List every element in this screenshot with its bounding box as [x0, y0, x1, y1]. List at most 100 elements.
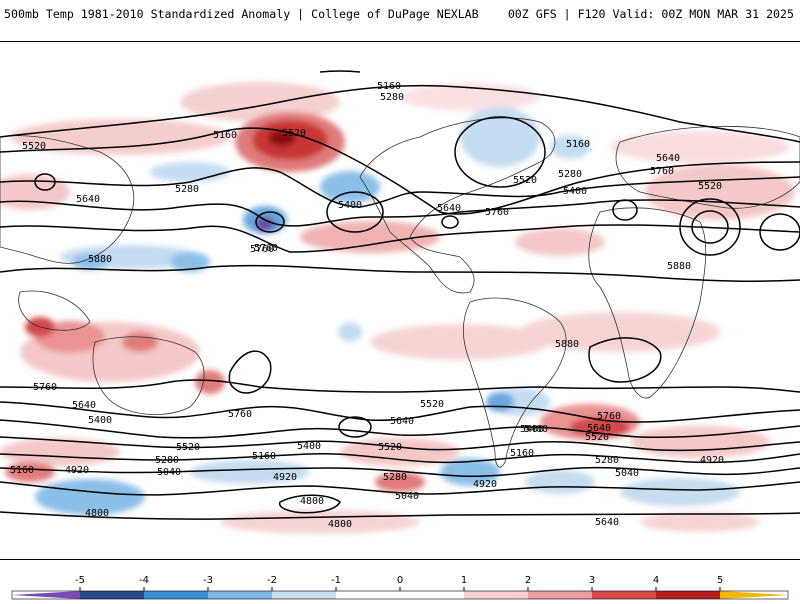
contour-path — [278, 494, 341, 514]
contour-label: 5520 — [282, 128, 306, 139]
colorbar-segment-neg2 — [208, 591, 272, 599]
asia-east-outline — [0, 135, 135, 264]
contour-path — [0, 436, 800, 452]
colorbar-segment-pos4 — [656, 591, 720, 599]
colorbar-segment-pos3 — [592, 591, 656, 599]
contour-label: 5760 — [228, 409, 252, 420]
contour-path — [454, 116, 546, 188]
maritime-continent-outline — [18, 290, 91, 331]
contour-label: 5760 — [597, 411, 621, 422]
contour-label: 4920 — [273, 472, 297, 483]
contour-label: 5160 — [510, 448, 534, 459]
contour-label: 5040 — [615, 468, 639, 479]
colorbar-segment-pos1 — [464, 591, 528, 599]
contour-label: 4800 — [85, 508, 109, 519]
contour-path — [588, 337, 662, 383]
contour-path — [0, 379, 800, 393]
contour-label: 5640 — [595, 517, 619, 528]
height-contours — [0, 70, 800, 520]
contour-label: 4920 — [473, 479, 497, 490]
contour-label: 5160 — [566, 139, 590, 150]
colorbar-tick-label: 3 — [589, 575, 595, 586]
contour-label: 5400 — [297, 441, 321, 452]
contour-label: 4800 — [328, 519, 352, 530]
contour-path — [255, 211, 285, 233]
colorbar-tick-label: -2 — [267, 575, 277, 586]
map-title: 500mb Temp 1981-2010 Standardized Anomal… — [4, 7, 479, 21]
contour-label: 5400 — [88, 415, 112, 426]
contour-label: 5400 — [524, 424, 548, 435]
contour-label: 5400 — [563, 186, 587, 197]
contour-path — [0, 84, 800, 143]
contour-path — [0, 167, 800, 208]
contour-label: 5520 — [420, 399, 444, 410]
colorbar-ticks — [79, 587, 721, 591]
contour-label: 5160 — [213, 130, 237, 141]
colorbar-segment-zero-pos — [400, 591, 464, 599]
map-panel[interactable]: 5160 5280 5520 5160 5520 5280 5640 5400 … — [0, 41, 800, 560]
contour-label: 5880 — [667, 261, 691, 272]
contour-path — [0, 264, 800, 282]
colorbar-segment-neg4 — [80, 591, 144, 599]
contour-label: 5880 — [88, 254, 112, 265]
eurasia-outline — [615, 125, 800, 209]
colorbar: -5 -4 -3 -2 -1 0 1 2 3 4 5 — [0, 570, 800, 600]
contour-path — [679, 198, 741, 256]
contour-label: 5280 — [383, 472, 407, 483]
contour-path — [0, 511, 800, 520]
contour-label: 5160 — [252, 451, 276, 462]
contour-label: 5520 — [513, 175, 537, 186]
colorbar-segment-pos2 — [528, 591, 592, 599]
contour-path — [612, 199, 638, 221]
contour-path — [0, 401, 800, 423]
contour-path — [441, 215, 459, 229]
contour-label: 5640 — [76, 194, 100, 205]
colorbar-tick-label: -3 — [203, 575, 213, 586]
contour-label: 5160 — [377, 81, 401, 92]
contour-path — [338, 416, 372, 438]
colorbar-tick-label: -4 — [139, 575, 149, 586]
contour-label: 5640 — [437, 203, 461, 214]
colorbar-overflow-triangle — [720, 591, 788, 599]
colorbar-underflow-triangle — [12, 591, 80, 599]
colorbar-tick-labels: -5 -4 -3 -2 -1 0 1 2 3 4 5 — [75, 575, 723, 586]
contour-path — [0, 452, 800, 464]
contour-label: 5640 — [72, 400, 96, 411]
anomaly-map[interactable]: 5160 5280 5520 5160 5520 5280 5640 5400 … — [0, 42, 800, 559]
header-bar: 500mb Temp 1981-2010 Standardized Anomal… — [0, 0, 800, 40]
contour-path — [0, 419, 800, 439]
contour-label: 4920 — [65, 465, 89, 476]
contour-label: 5520 — [22, 141, 46, 152]
contour-path — [0, 466, 800, 478]
contour-path — [0, 481, 800, 496]
contour-label: 5040 — [157, 467, 181, 478]
contour-label: 5760 — [33, 382, 57, 393]
colorbar-svg: -5 -4 -3 -2 -1 0 1 2 3 4 5 — [11, 575, 789, 600]
colorbar-tick-label: 2 — [525, 575, 531, 586]
contour-label: 4920 — [700, 455, 724, 466]
contour-path — [319, 70, 361, 73]
contour-label: 5760 — [250, 244, 274, 255]
contour-label: 5280 — [380, 92, 404, 103]
contour-label: 5280 — [175, 184, 199, 195]
colorbar-segment-neg3 — [144, 591, 208, 599]
contour-label: 5520 — [176, 442, 200, 453]
contour-label: 5640 — [587, 423, 611, 434]
colorbar-tick-label: 5 — [717, 575, 723, 586]
contour-label: 5280 — [558, 169, 582, 180]
contour-path — [0, 224, 800, 253]
contour-label: 5760 — [650, 166, 674, 177]
contour-label: 5520 — [698, 181, 722, 192]
contour-label: 5160 — [10, 465, 34, 476]
contour-label: 5760 — [485, 207, 509, 218]
contour-label: 5280 — [595, 455, 619, 466]
contour-label: 5640 — [656, 153, 680, 164]
coastlines — [0, 117, 800, 468]
contour-label: 5400 — [520, 424, 544, 435]
contour-label: 5760 — [254, 243, 278, 254]
contour-path — [0, 127, 800, 215]
colorbar-tick-label: -5 — [75, 575, 85, 586]
anomaly-shading — [0, 82, 795, 534]
colorbar-segment-neg1 — [272, 591, 336, 599]
contour-label: 5640 — [390, 416, 414, 427]
